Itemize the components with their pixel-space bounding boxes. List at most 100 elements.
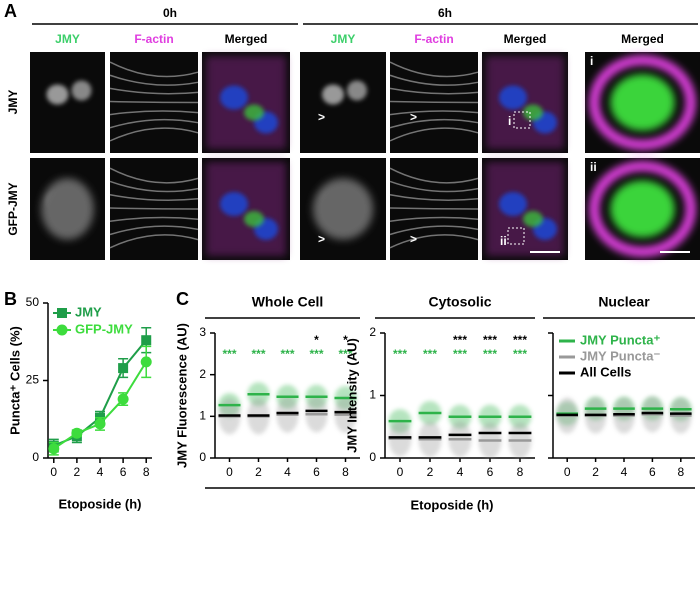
inset-label: ii bbox=[590, 160, 597, 174]
fiber bbox=[109, 118, 199, 129]
micrograph bbox=[300, 52, 386, 153]
significance: *** bbox=[513, 347, 527, 361]
cell bbox=[589, 161, 696, 257]
significance: *** bbox=[423, 347, 437, 361]
nucleus bbox=[220, 192, 248, 216]
y-tick-label: 1 bbox=[369, 388, 376, 402]
fiber bbox=[109, 207, 199, 210]
fiber bbox=[389, 193, 479, 201]
fiber bbox=[109, 127, 199, 142]
micrograph bbox=[389, 52, 479, 153]
panel-label: A bbox=[4, 1, 17, 21]
x-tick-label: 2 bbox=[427, 465, 434, 479]
arrowhead: > bbox=[410, 110, 417, 124]
significance: *** bbox=[338, 347, 352, 361]
micrograph bbox=[202, 158, 290, 260]
column-label: Merged bbox=[621, 32, 664, 46]
significance: * bbox=[343, 333, 348, 347]
cell bbox=[589, 55, 696, 150]
jmy-signal bbox=[523, 211, 543, 227]
image-background bbox=[300, 52, 386, 153]
fiber bbox=[389, 167, 479, 184]
fiber bbox=[109, 74, 199, 86]
fiber bbox=[389, 110, 479, 116]
y-tick-label: 25 bbox=[26, 373, 40, 387]
significance: *** bbox=[222, 347, 236, 361]
micrograph bbox=[585, 52, 700, 153]
column-label: JMY bbox=[331, 32, 356, 46]
significance: *** bbox=[309, 347, 323, 361]
y-tick-label: 2 bbox=[369, 325, 376, 339]
x-tick-label: 2 bbox=[74, 465, 81, 479]
x-tick-label: 4 bbox=[284, 465, 291, 479]
micrograph bbox=[482, 52, 568, 153]
fiber bbox=[109, 225, 199, 236]
legend-label: JMY Puncta⁺ bbox=[580, 332, 660, 347]
column-label: Merged bbox=[504, 32, 547, 46]
fiber bbox=[109, 61, 199, 78]
significance: *** bbox=[280, 347, 294, 361]
significance: *** bbox=[483, 333, 497, 347]
panel-title: Nuclear bbox=[598, 294, 650, 310]
row-label: GFP-JMY bbox=[6, 182, 20, 235]
nucleus bbox=[71, 80, 92, 101]
arrowhead: > bbox=[410, 232, 417, 246]
inset-box bbox=[507, 227, 525, 245]
fiber bbox=[389, 180, 479, 193]
significance: * bbox=[314, 333, 319, 347]
significance: *** bbox=[453, 347, 467, 361]
significance: *** bbox=[453, 333, 467, 347]
fiber bbox=[389, 74, 479, 86]
x-tick-label: 8 bbox=[517, 465, 524, 479]
micrograph bbox=[482, 158, 568, 260]
x-tick-label: 0 bbox=[564, 465, 571, 479]
fiber bbox=[389, 118, 479, 129]
fiber bbox=[109, 216, 199, 222]
legend-label: GFP-JMY bbox=[75, 321, 133, 336]
fiber bbox=[389, 127, 479, 142]
micrograph bbox=[202, 52, 290, 153]
x-tick-label: 2 bbox=[592, 465, 599, 479]
cell bbox=[312, 178, 374, 240]
y-tick-label: 0 bbox=[199, 450, 206, 464]
x-tick-label: 8 bbox=[677, 465, 684, 479]
y-axis-label: JMY Fluorescence (AU) bbox=[174, 323, 189, 468]
nucleus bbox=[499, 85, 527, 110]
cell bbox=[41, 178, 94, 240]
fiber bbox=[109, 180, 199, 193]
inset-box bbox=[513, 111, 531, 129]
marker bbox=[94, 418, 106, 430]
fiber bbox=[109, 87, 199, 95]
jmy-signal bbox=[244, 211, 264, 227]
column-label: JMY bbox=[55, 32, 80, 46]
significance: *** bbox=[513, 333, 527, 347]
micrograph bbox=[389, 158, 479, 260]
fiber bbox=[389, 61, 479, 78]
jmy-signal bbox=[523, 104, 543, 121]
y-tick-label: 1 bbox=[199, 409, 206, 423]
fiber bbox=[109, 110, 199, 116]
y-tick-label: 50 bbox=[26, 295, 40, 309]
inset-label: i bbox=[590, 54, 593, 68]
nucleus bbox=[322, 84, 344, 105]
significance: *** bbox=[251, 347, 265, 361]
panel-label: B bbox=[4, 289, 17, 309]
significance: *** bbox=[483, 347, 497, 361]
nucleus bbox=[46, 84, 69, 105]
fiber bbox=[109, 100, 199, 104]
x-tick-label: 6 bbox=[487, 465, 494, 479]
panel-label: C bbox=[176, 289, 189, 309]
y-tick-label: 0 bbox=[32, 450, 39, 464]
significance: *** bbox=[393, 347, 407, 361]
marker bbox=[118, 363, 129, 374]
x-tick-label: 6 bbox=[649, 465, 656, 479]
marker bbox=[117, 393, 129, 405]
panel-title: Cytosolic bbox=[428, 294, 491, 310]
column-label: F-actin bbox=[134, 32, 173, 46]
arrowhead: > bbox=[318, 110, 325, 124]
fiber bbox=[389, 100, 479, 104]
micrograph bbox=[109, 158, 199, 260]
fiber bbox=[389, 234, 479, 249]
micrograph bbox=[109, 52, 199, 153]
